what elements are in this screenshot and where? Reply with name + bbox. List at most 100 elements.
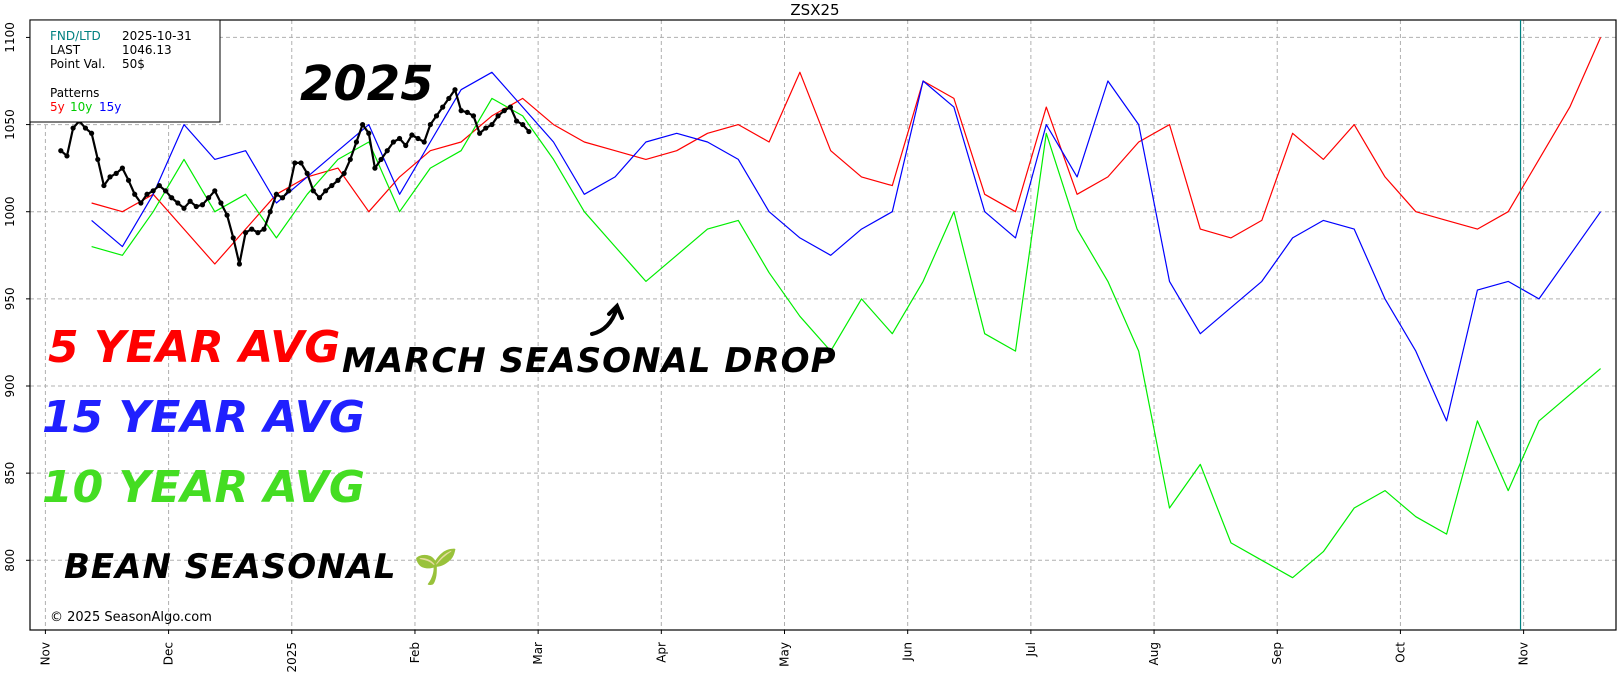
data-point-2025 [526, 128, 532, 135]
data-point-2025 [353, 139, 360, 145]
data-point-2025 [138, 200, 144, 206]
data-point-2025 [323, 188, 329, 194]
data-point-2025 [341, 170, 347, 176]
data-point-2025 [440, 104, 446, 110]
data-point-2025 [470, 113, 477, 119]
data-point-2025 [82, 125, 89, 131]
data-point-2025 [464, 109, 470, 115]
data-point-2025 [242, 230, 249, 236]
data-point-2025 [125, 177, 132, 183]
data-point-2025 [390, 139, 396, 145]
data-point-2025 [403, 142, 409, 149]
data-point-2025 [64, 153, 70, 159]
series-line-15y [91, 71, 1602, 422]
y-tick-label: 1100 [3, 22, 17, 53]
data-point-2025 [107, 174, 113, 180]
data-point-2025 [310, 188, 316, 194]
data-point-2025 [88, 130, 95, 136]
annotation-5yr-avg: 5 YEAR AVG [48, 322, 340, 373]
data-point-2025 [427, 121, 433, 128]
data-point-2025 [230, 235, 236, 241]
data-point-2025 [359, 121, 366, 128]
data-point-2025 [396, 135, 403, 142]
data-point-2025 [175, 200, 181, 206]
x-tick-label: Feb [408, 642, 422, 663]
data-point-2025 [224, 212, 230, 218]
data-point-2025 [261, 226, 267, 232]
x-tick-label: Nov [1517, 642, 1531, 665]
data-point-2025 [372, 165, 378, 171]
data-point-2025 [415, 135, 421, 142]
x-tick-label: Apr [654, 642, 668, 663]
info-value-pointval: 50$ [122, 57, 145, 71]
data-point-2025 [70, 125, 76, 131]
y-tick-label: 950 [3, 287, 17, 310]
data-point-2025 [446, 95, 452, 102]
data-point-2025 [513, 118, 520, 124]
series-line-10y [91, 97, 1601, 579]
copyright-text: © 2025 SeasonAlgo.com [50, 610, 212, 625]
data-point-2025 [218, 200, 224, 206]
data-point-2025 [255, 230, 261, 236]
data-point-2025 [409, 132, 415, 138]
annotation-2025: 2025 [300, 56, 434, 112]
patterns-label: Patterns [50, 86, 99, 100]
x-tick-label: Dec [162, 642, 176, 665]
data-point-2025 [95, 156, 101, 163]
y-tick-label: 800 [3, 549, 17, 572]
data-point-2025 [273, 191, 279, 197]
data-point-2025 [298, 160, 304, 166]
pattern-15y: 15y [99, 100, 121, 114]
data-point-2025 [113, 170, 119, 176]
plot-area-frame [29, 19, 1617, 631]
data-point-2025 [119, 165, 125, 171]
data-point-2025 [421, 139, 427, 145]
chart-title: ZSX25 [790, 1, 839, 19]
y-tick-label: 1000 [3, 196, 17, 227]
data-point-2025 [489, 121, 495, 128]
x-tick-label: Aug [1147, 642, 1161, 665]
info-box: FND/LTD 2025-10-31 LAST 1046.13 Point Va… [29, 19, 221, 123]
y-tick-labels: 800 850 900 950 1000 1050 1100 [3, 22, 30, 572]
data-point-2025 [501, 108, 507, 114]
data-point-2025 [366, 130, 372, 136]
data-point-2025 [206, 195, 212, 201]
data-point-2025 [335, 177, 341, 183]
data-point-2025 [193, 203, 199, 210]
info-value-last: 1046.13 [122, 43, 172, 57]
data-point-2025 [433, 113, 440, 119]
data-point-2025 [286, 188, 292, 194]
data-point-2025 [495, 113, 501, 119]
data-point-2025 [483, 125, 489, 131]
data-point-2025 [477, 130, 483, 136]
data-point-2025 [249, 226, 255, 232]
x-tick-label: Nov [38, 642, 52, 665]
data-point-2025 [316, 195, 323, 201]
y-tick-label: 1050 [3, 109, 17, 140]
data-point-2025 [347, 156, 353, 163]
x-tick-label: Oct [1393, 642, 1407, 663]
data-point-2025 [187, 198, 193, 204]
data-point-2025 [329, 182, 335, 189]
annotation-15yr-avg: 15 YEAR AVG [42, 392, 365, 443]
x-tick-label: Jun [901, 642, 915, 662]
data-point-2025 [132, 191, 138, 197]
data-point-2025 [150, 188, 156, 194]
arrow-icon [590, 302, 624, 336]
x-tick-labels: Nov Dec 2025 Feb Mar Apr May Jun Jul Aug Sep Oct Nov [38, 630, 1531, 673]
data-point-2025 [169, 195, 175, 201]
data-point-2025 [101, 182, 107, 189]
data-point-2025 [279, 195, 286, 201]
info-label-fnd: FND/LTD [50, 29, 101, 43]
info-label-pointval: Point Val. [50, 57, 105, 71]
data-point-2025 [181, 205, 187, 211]
pattern-10y: 10y [70, 100, 92, 114]
info-value-fnd: 2025-10-31 [122, 29, 192, 43]
y-tick-label: 900 [3, 375, 17, 398]
data-point-2025 [507, 104, 514, 110]
data-point-2025 [58, 148, 64, 154]
data-point-2025 [458, 108, 464, 114]
x-tick-label: May [778, 642, 792, 667]
data-point-2025 [162, 188, 169, 194]
